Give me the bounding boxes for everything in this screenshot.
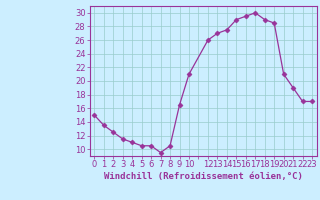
X-axis label: Windchill (Refroidissement éolien,°C): Windchill (Refroidissement éolien,°C) — [104, 172, 303, 181]
